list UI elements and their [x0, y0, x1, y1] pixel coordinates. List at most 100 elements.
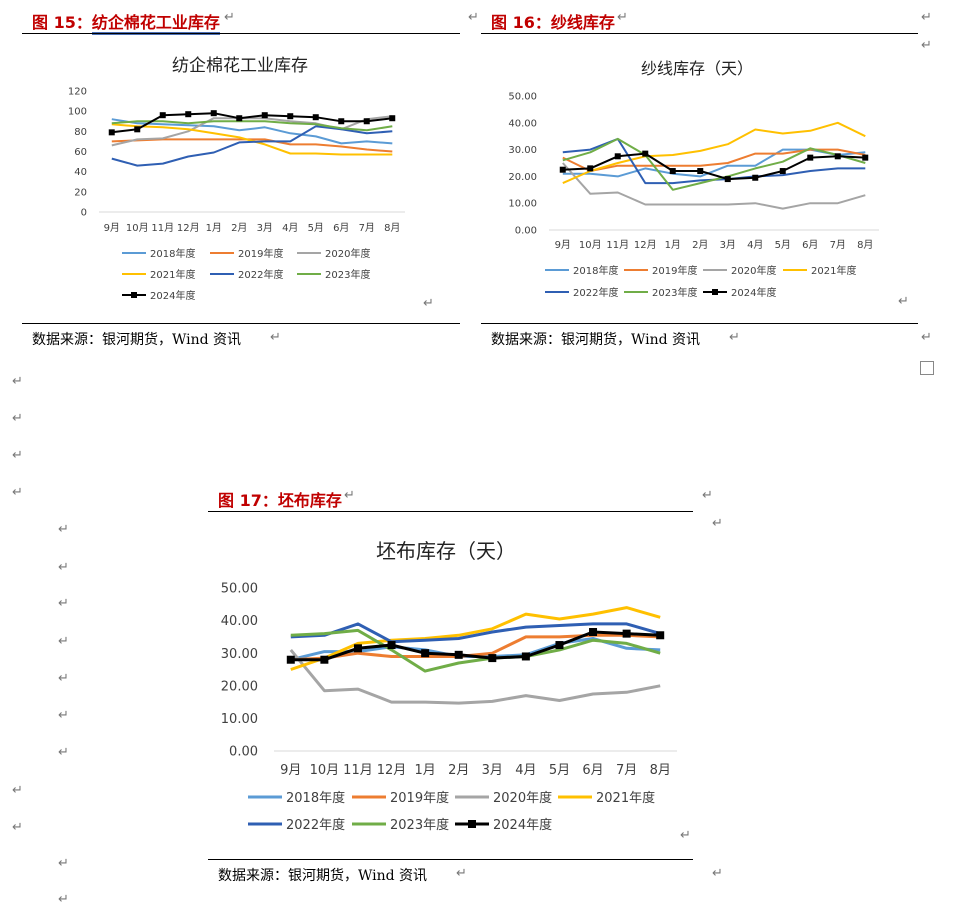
series-line: [562, 148, 866, 178]
data-point-marker: [320, 655, 329, 664]
legend-label: 2024年度: [731, 286, 776, 299]
y-tick-label: 80: [74, 127, 87, 138]
x-tick-label: 9月: [104, 222, 120, 234]
chart-title: 纱线库存（天）: [641, 59, 753, 78]
x-tick-label: 4月: [747, 239, 763, 251]
x-tick-label: 7月: [616, 763, 637, 778]
series-line: [111, 115, 393, 147]
figure-17-top-rule: [208, 511, 693, 512]
series-line: [290, 628, 661, 673]
x-tick-label: 12月: [377, 763, 407, 778]
legend-label: 2023年度: [325, 268, 370, 281]
x-tick-label: 11月: [343, 763, 373, 778]
y-tick-label: 0: [81, 208, 87, 219]
legend-label: 2019年度: [238, 247, 283, 260]
paragraph-mark: ↵: [12, 820, 23, 835]
paragraph-mark: ↵: [270, 330, 281, 345]
data-point-marker: [587, 165, 594, 172]
series-line: [111, 118, 393, 145]
chart-title: 坯布库存（天）: [376, 539, 516, 563]
figure-17-title: 图 17：坯布库存: [218, 487, 342, 511]
legend-label: 2023年度: [652, 286, 697, 299]
legend-label: 2024年度: [150, 289, 195, 302]
figure-17-source: 数据来源：银河期货，Wind 资讯: [218, 868, 428, 884]
data-point-marker: [286, 655, 295, 664]
x-tick-label: 5月: [308, 222, 324, 234]
data-point-marker: [338, 118, 345, 125]
paragraph-mark: ↵: [58, 856, 69, 871]
series-line: [111, 125, 393, 167]
paragraph-mark: ↵: [921, 38, 932, 53]
paragraph-mark: ↵: [468, 10, 479, 25]
x-tick-label: 9月: [280, 763, 301, 778]
data-point-marker: [642, 150, 649, 157]
paragraph-mark: ↵: [58, 671, 69, 686]
data-point-marker: [614, 153, 621, 160]
legend-label: 2020年度: [325, 247, 370, 260]
figure-15-name: 纺企棉花工业库存: [91, 13, 220, 35]
data-point-marker: [697, 168, 704, 175]
legend-marker: [468, 820, 476, 828]
x-tick-label: 4月: [282, 222, 298, 234]
checkbox-icon: [920, 361, 934, 375]
x-tick-label: 6月: [582, 763, 603, 778]
x-tick-label: 12月: [177, 222, 200, 234]
x-tick-label: 6月: [802, 239, 818, 251]
y-tick-label: 0.00: [515, 226, 537, 237]
data-point-marker: [559, 166, 566, 173]
data-point-marker: [656, 631, 665, 640]
data-point-marker: [724, 176, 731, 183]
figure-15-label: 图 15：: [32, 13, 92, 32]
figure-16-label: 图 16：: [491, 13, 551, 32]
data-point-marker: [312, 114, 319, 121]
data-point-marker: [210, 110, 217, 117]
x-tick-label: 5月: [549, 763, 570, 778]
series-line: [111, 120, 393, 132]
paragraph-mark: ↵: [58, 708, 69, 723]
paragraph-mark: ↵: [898, 294, 909, 309]
x-tick-label: 11月: [606, 239, 629, 251]
y-tick-label: 40.00: [221, 614, 258, 629]
figure-17-name: 坯布库存: [277, 491, 342, 510]
data-point-marker: [862, 154, 869, 161]
data-point-marker: [807, 154, 814, 161]
y-tick-label: 10.00: [508, 199, 537, 210]
legend-label: 2020年度: [731, 264, 776, 277]
paragraph-mark: ↵: [12, 783, 23, 798]
legend-marker: [712, 289, 718, 295]
data-point-marker: [555, 641, 564, 650]
data-point-marker: [134, 126, 141, 133]
series-line: [290, 630, 661, 662]
figure-16-source: 数据来源：银河期货，Wind 资讯: [491, 332, 701, 348]
legend-label: 2021年度: [811, 264, 856, 277]
x-tick-label: 6月: [333, 222, 349, 234]
x-tick-label: 11月: [151, 222, 174, 234]
data-point-marker: [236, 115, 243, 122]
paragraph-mark: ↵: [58, 522, 69, 537]
series-line: [562, 152, 866, 181]
paragraph-mark: ↵: [12, 448, 23, 463]
y-tick-label: 0.00: [229, 745, 258, 760]
x-tick-label: 10月: [579, 239, 602, 251]
y-tick-label: 10.00: [221, 712, 258, 727]
figure-17-label: 图 17：: [218, 491, 278, 510]
data-point-marker: [669, 168, 676, 175]
figure-16-top-rule: [481, 33, 918, 34]
paragraph-mark: ↵: [617, 10, 628, 25]
paragraph-mark: ↵: [921, 10, 932, 25]
legend-label: 2021年度: [596, 790, 655, 806]
x-tick-label: 2月: [692, 239, 708, 251]
y-tick-label: 20: [74, 187, 87, 198]
x-tick-label: 7月: [830, 239, 846, 251]
data-point-marker: [454, 650, 463, 659]
figure-15-title: 图 15：纺企棉花工业库存: [32, 9, 220, 35]
y-tick-label: 120: [68, 87, 87, 98]
figure-15-source: 数据来源：银河期货，Wind 资讯: [32, 332, 242, 348]
x-tick-label: 8月: [650, 763, 671, 778]
paragraph-mark: ↵: [58, 560, 69, 575]
data-point-marker: [287, 113, 294, 120]
figure-15-bottom-rule: [22, 323, 460, 324]
x-tick-label: 1月: [665, 239, 681, 251]
y-tick-label: 100: [68, 107, 87, 118]
series-line: [562, 121, 866, 185]
